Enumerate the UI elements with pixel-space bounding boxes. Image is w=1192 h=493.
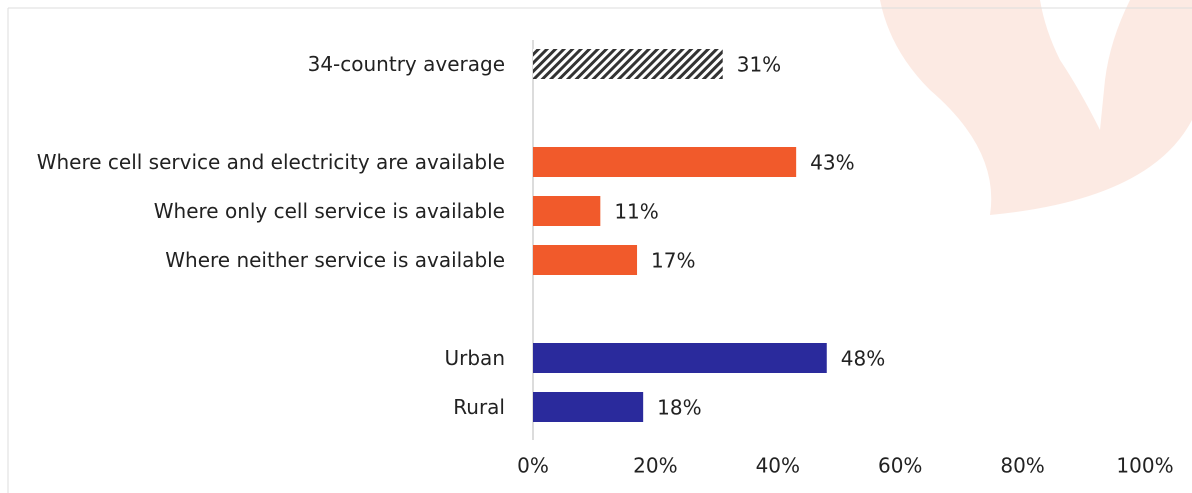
bar	[533, 147, 797, 177]
x-tick-label: 80%	[1000, 454, 1044, 478]
value-label: 11%	[614, 200, 658, 224]
x-tick-label: 40%	[756, 454, 800, 478]
y-tick-label: Where neither service is available	[165, 248, 505, 272]
y-tick-label: Where cell service and electricity are a…	[36, 150, 505, 174]
bar	[533, 196, 601, 226]
x-tick-label: 20%	[633, 454, 677, 478]
value-label: 18%	[657, 396, 701, 420]
y-tick-label: Where only cell service is available	[153, 199, 505, 223]
background-decoration	[880, 0, 1192, 215]
value-label: 17%	[651, 249, 695, 273]
y-tick-label: 34-country average	[307, 52, 505, 76]
value-label: 43%	[810, 151, 854, 175]
bar	[533, 392, 644, 422]
x-tick-label: 0%	[517, 454, 549, 478]
x-tick-label: 60%	[878, 454, 922, 478]
value-label: 31%	[737, 53, 781, 77]
value-label: 48%	[841, 347, 885, 371]
bar	[533, 49, 723, 79]
y-tick-label: Urban	[444, 346, 506, 370]
y-tick-label: Rural	[453, 395, 505, 419]
x-tick-label: 100%	[1116, 454, 1173, 478]
bar	[533, 343, 827, 373]
bar	[533, 245, 638, 275]
